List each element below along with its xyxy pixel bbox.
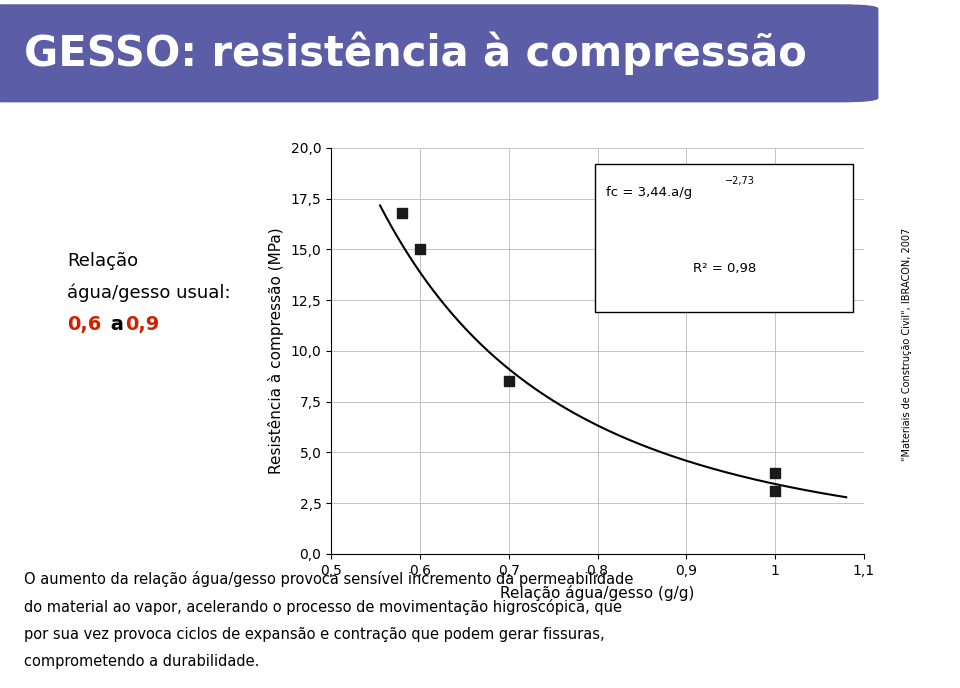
Text: a: a — [104, 315, 131, 334]
Text: fc = 3,44.a/g: fc = 3,44.a/g — [606, 186, 692, 200]
FancyBboxPatch shape — [0, 4, 878, 103]
Point — [767, 467, 782, 478]
Text: 0,9: 0,9 — [125, 315, 159, 334]
Point — [501, 376, 516, 387]
Text: Relação: Relação — [67, 252, 138, 270]
Point — [767, 486, 782, 497]
Text: comprometendo a durabilidade.: comprometendo a durabilidade. — [24, 654, 259, 669]
Text: do material ao vapor, acelerando o processo de movimentação higroscópica, que: do material ao vapor, acelerando o proce… — [24, 599, 622, 615]
X-axis label: Relação água/gesso (g/g): Relação água/gesso (g/g) — [500, 585, 695, 601]
Point — [395, 207, 410, 218]
Y-axis label: Resistência à compressão (MPa): Resistência à compressão (MPa) — [268, 228, 284, 474]
Text: O aumento da relação água/gesso provoca sensível incremento da permeabilidade: O aumento da relação água/gesso provoca … — [24, 571, 634, 588]
Text: "Materiais de Construção Civil", IBRACON, 2007: "Materiais de Construção Civil", IBRACON… — [902, 227, 912, 461]
Text: 0,6: 0,6 — [67, 315, 102, 334]
Text: água/gesso usual:: água/gesso usual: — [67, 283, 230, 301]
Text: R² = 0,98: R² = 0,98 — [692, 261, 756, 275]
Text: GESSO: resistência à compressão: GESSO: resistência à compressão — [24, 32, 806, 75]
FancyBboxPatch shape — [595, 164, 853, 312]
Text: por sua vez provoca ciclos de expansão e contração que podem gerar fissuras,: por sua vez provoca ciclos de expansão e… — [24, 627, 605, 642]
Text: −2,73: −2,73 — [726, 176, 756, 186]
Point — [413, 244, 428, 255]
